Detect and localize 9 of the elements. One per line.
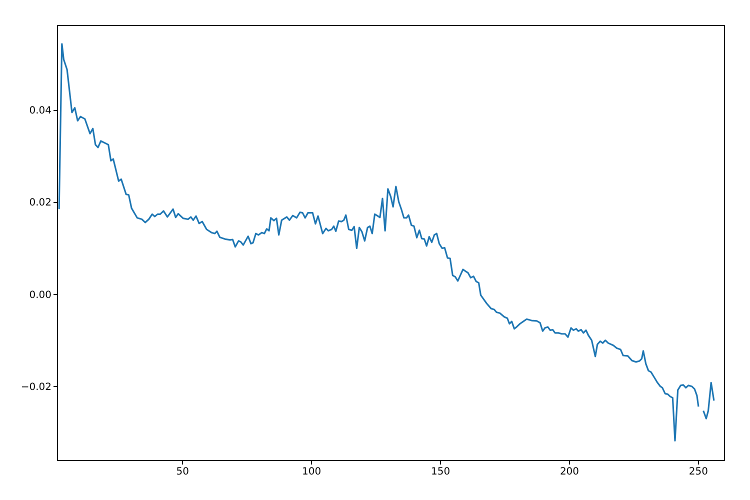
y-tick-label: 0.00 — [29, 290, 52, 301]
y-tick-label: −0.02 — [20, 382, 52, 393]
x-tick-label: 50 — [176, 466, 189, 478]
x-tick-label: 250 — [688, 466, 708, 478]
x-tick-label: 150 — [430, 466, 450, 478]
y-tick-label: 0.02 — [29, 198, 52, 209]
y-tick-label: 0.04 — [29, 106, 52, 117]
x-tick-label: 200 — [560, 466, 580, 478]
x-tick-label: 100 — [302, 466, 322, 478]
